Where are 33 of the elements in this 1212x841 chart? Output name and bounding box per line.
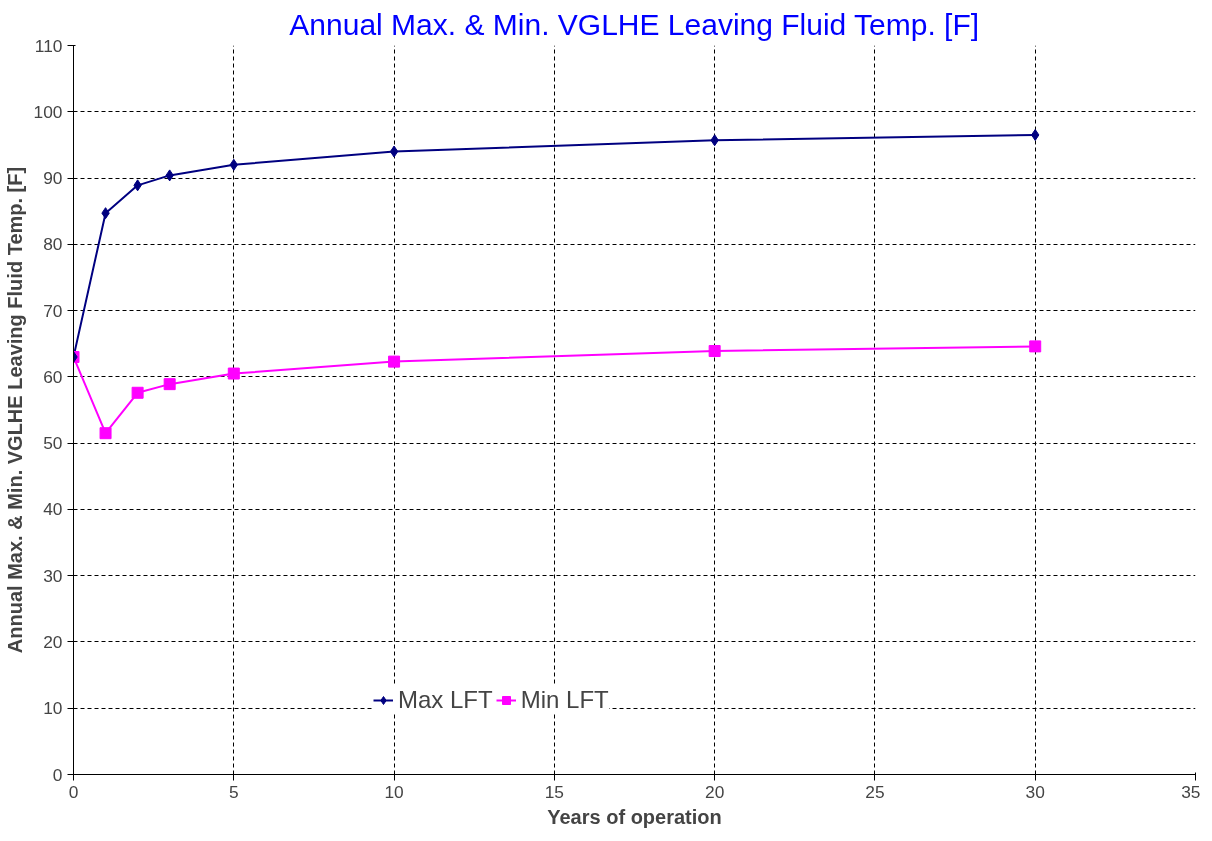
y-tick-label: 110 [34,35,63,56]
x-tick-label: 15 [544,781,564,802]
y-tick-label: 80 [43,234,63,255]
y-tick-label: 90 [43,168,63,189]
y-tick-label: 10 [43,698,63,719]
y-tick-label: 60 [43,366,63,387]
point [389,145,399,158]
point [99,427,112,440]
y-tick-label: 40 [43,499,63,520]
x-tick-label: 5 [228,781,239,802]
y-tick-label: 70 [43,300,63,321]
x-tick-label: 35 [1181,781,1201,802]
point [1029,340,1042,353]
legend-label: Min LFT [520,686,609,714]
point [388,355,401,368]
point [131,386,144,399]
x-tick-label: 25 [865,781,885,802]
y-axis-title: Annual Max. & Min. VGLHE Leaving Fluid Temp. [F] [3,166,26,654]
point [708,345,721,358]
y-tick-label: 50 [43,433,63,454]
y-tick-label: 20 [43,631,63,652]
point [163,378,176,391]
point [227,367,240,380]
legend-label: Max LFT [398,686,493,714]
x-tick-label: 0 [68,781,79,802]
x-tick-label: 20 [705,781,725,802]
y-tick-label: 100 [33,101,63,122]
y-tick-label: 0 [52,764,63,785]
y-tick-label: 30 [43,565,63,586]
x-tick-label: 10 [384,781,404,802]
chart-title: Annual Max. & Min. VGLHE Leaving Fluid Temp. [F] [289,7,980,41]
x-axis-title: Years of operation [547,805,722,828]
x-tick-label: 30 [1025,781,1045,802]
